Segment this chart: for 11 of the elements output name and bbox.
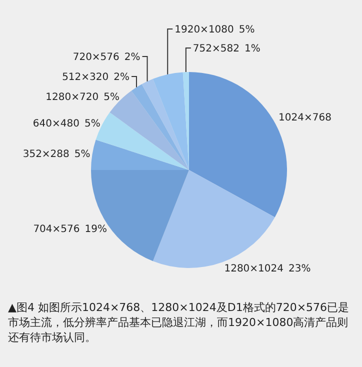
slice-label: 752×582 1% — [192, 44, 260, 54]
slice-label: 512×320 2% — [62, 72, 130, 83]
slice-label: 704×576 19% — [33, 224, 107, 235]
slice-label: 1280×1024 23% — [224, 263, 311, 274]
slice-label: 1920×1080 5% — [174, 24, 255, 36]
text: ▲图4 如图所示1024×768、1280×1024及D1格式的720×576已是市场主流，低分辨率产品基本已隐退江湖，而1920×1080高清产品则还有待市场认同。 — [8, 300, 350, 345]
slice-label: 352×288 5% — [22, 149, 90, 160]
slice-label: 1024×768 — [278, 112, 332, 124]
slice-label: 1280×720 5% — [46, 92, 120, 103]
slice-label: 720×576 2% — [72, 52, 140, 63]
slice-label: 640×480 5% — [32, 118, 100, 130]
